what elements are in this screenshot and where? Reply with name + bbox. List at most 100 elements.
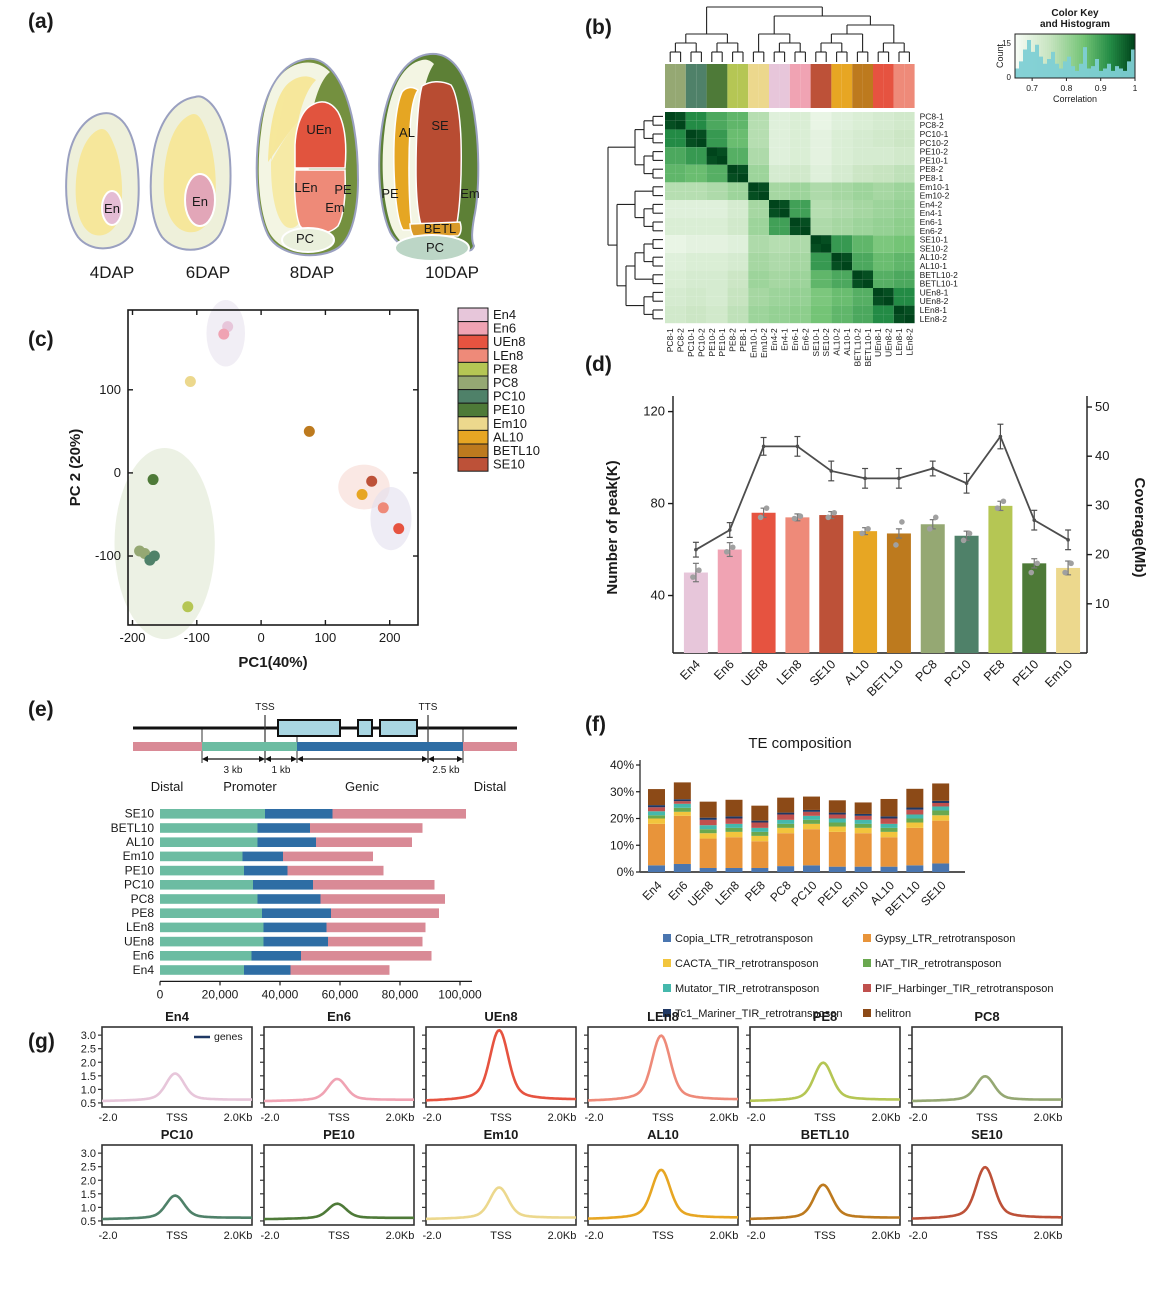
row-label: PE8-2	[920, 164, 944, 174]
heatmap-cell	[883, 288, 894, 297]
stack-segment	[932, 815, 950, 821]
x-category-label: En4	[640, 878, 665, 903]
heatmap-cell	[821, 296, 832, 306]
x-tick-label: -2.0	[909, 1112, 928, 1124]
heatmap-cell	[748, 226, 759, 236]
right-axis-label: Coverage(Mb)	[1131, 477, 1148, 577]
x-category-label: LEn8	[774, 657, 805, 688]
right-tick-label: 30	[1095, 497, 1109, 512]
heatmap-cell	[675, 112, 686, 121]
heatmap-cell	[893, 244, 905, 253]
stacked-bar-segment	[313, 880, 435, 890]
heatmap-cell	[685, 305, 697, 315]
colorkey-gradient	[1093, 34, 1096, 78]
column-label: Em10-1	[748, 328, 758, 358]
heatmap-cell	[821, 305, 832, 315]
heatmap-cell	[758, 156, 769, 165]
profile-title: PC10	[161, 1127, 194, 1142]
heatmap-cell	[821, 270, 832, 280]
panel-c-pca: -200 -100 0 100 200 -100 0 100 PC1(40%) PC 2 (20%…	[67, 300, 540, 671]
heatmap-cell	[769, 244, 780, 253]
heatmap-cell	[852, 305, 863, 315]
x-tick-label: 60,000	[322, 987, 359, 1001]
heatmap-cell	[758, 270, 769, 280]
heatmap-cell	[841, 235, 853, 244]
heatmap-cell	[758, 164, 769, 174]
heatmap-cell	[810, 252, 821, 262]
heatmap-cell	[706, 200, 717, 209]
stack-segment	[725, 818, 743, 824]
heatmap-cell	[758, 112, 769, 121]
profile-title: BETL10	[801, 1127, 849, 1142]
heatmap-cell	[873, 164, 884, 174]
region-label: PC	[296, 231, 314, 246]
colorkey-histogram-bar	[1023, 49, 1027, 78]
profile-title: PE8	[813, 1009, 838, 1024]
heatmap-cell	[862, 305, 873, 315]
heatmap-cell	[737, 305, 749, 315]
legend-swatch	[663, 934, 671, 942]
heatmap-cell	[769, 129, 780, 139]
heatmap-cell	[779, 217, 790, 227]
heatmap-cell	[748, 200, 759, 209]
heatmap-cell	[675, 182, 686, 192]
heatmap-cell	[665, 156, 676, 165]
heatmap-cell	[685, 112, 697, 121]
colorkey-gradient	[1049, 34, 1052, 78]
heatmap-cell	[852, 261, 863, 271]
column-label: UEn8-1	[873, 328, 883, 357]
heatmap-cell	[748, 279, 759, 288]
colorkey-tick-label: 0.9	[1095, 83, 1107, 93]
row-label: LEn8-1	[920, 305, 948, 315]
profile-curve	[750, 1183, 900, 1221]
heatmap-cell	[675, 226, 686, 236]
heatmap-cell	[862, 244, 873, 253]
heatmap-cell	[821, 120, 832, 130]
row-label: SE10-1	[920, 235, 949, 245]
colorkey-gradient	[1079, 34, 1082, 78]
column-label: PE10-1	[717, 328, 727, 357]
heatmap-cell	[717, 208, 728, 218]
heatmap-cell	[696, 191, 707, 200]
replicate-dot	[723, 549, 730, 555]
heatmap-cell	[841, 147, 853, 156]
region-label: Genic	[345, 779, 379, 794]
stack-segment	[906, 807, 924, 810]
heatmap-cell	[800, 173, 811, 183]
replicate-dot	[865, 526, 871, 532]
stack-segment	[751, 805, 769, 821]
heatmap-cell	[862, 208, 873, 218]
heatmap-cell	[873, 270, 884, 280]
coverage-point	[897, 476, 901, 481]
heatmap-cell	[769, 173, 780, 183]
heatmap-cell	[904, 305, 915, 315]
heatmap-cell	[727, 252, 738, 262]
bar-category-label: LEn8	[126, 920, 154, 934]
profile-curve	[588, 1168, 738, 1220]
heatmap-cell	[696, 314, 707, 324]
heatmap-cell	[831, 138, 842, 148]
stack-segment	[751, 841, 769, 868]
heatmap-cell	[800, 191, 811, 200]
heatmap-cell	[717, 156, 728, 165]
heatmap-cell	[883, 226, 894, 236]
genes-legend-label: genes	[214, 1031, 243, 1043]
heatmap-cell	[665, 279, 676, 288]
bar	[954, 535, 979, 653]
colorkey-gradient	[1045, 34, 1048, 78]
stacked-bar-segment	[244, 965, 291, 975]
heatmap-cell	[873, 244, 884, 253]
heatmap-cell	[665, 235, 676, 244]
heatmap-cell	[737, 191, 749, 200]
stack-segment	[673, 807, 691, 812]
stack-segment	[699, 838, 717, 868]
heatmap-cell	[893, 270, 905, 280]
heatmap-cell	[696, 270, 707, 280]
heatmap-cell	[873, 288, 884, 297]
heatmap-cell	[893, 129, 905, 139]
y-tick-label: 100	[99, 382, 121, 397]
legend-swatch	[457, 321, 489, 336]
heatmap-cell	[831, 156, 842, 165]
x-tick-label: -2.0	[747, 1112, 766, 1124]
x-tick-label: -2.0	[423, 1112, 442, 1124]
